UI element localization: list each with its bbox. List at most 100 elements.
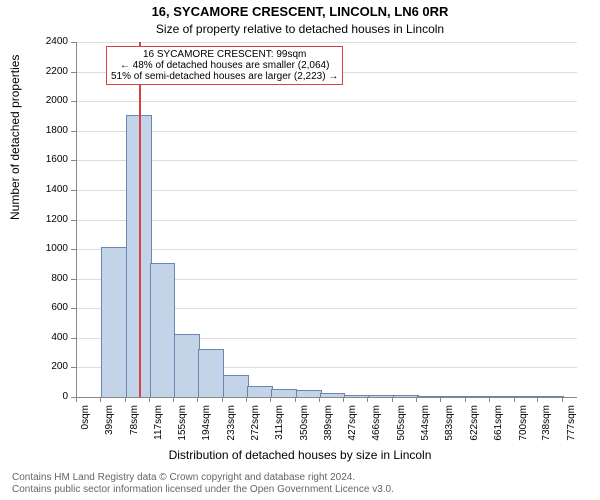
marker-line	[139, 42, 141, 397]
y-tick	[71, 42, 76, 43]
footer-line-2: Contains public sector information licen…	[12, 484, 394, 496]
x-tick	[295, 397, 296, 402]
x-tick-label: 583sqm	[444, 405, 455, 455]
footer-line-1: Contains HM Land Registry data © Crown c…	[12, 472, 394, 484]
x-tick	[246, 397, 247, 402]
y-tick	[71, 308, 76, 309]
y-tick	[71, 190, 76, 191]
x-tick-label: 350sqm	[299, 405, 310, 455]
annotation-line: ← 48% of detached houses are smaller (2,…	[111, 60, 338, 71]
histogram-bar	[344, 395, 370, 397]
gridline	[77, 190, 577, 191]
y-tick	[71, 101, 76, 102]
y-tick	[71, 131, 76, 132]
histogram-bar	[466, 396, 492, 397]
y-tick-label: 2200	[18, 66, 68, 77]
y-tick	[71, 160, 76, 161]
x-tick-label: 272sqm	[250, 405, 261, 455]
histogram-bar	[101, 247, 127, 397]
histogram-plot-area	[76, 42, 577, 398]
histogram-bar	[417, 396, 443, 397]
y-tick	[71, 338, 76, 339]
y-tick-label: 1800	[18, 125, 68, 136]
figure-container: 16, SYCAMORE CRESCENT, LINCOLN, LN6 0RR …	[0, 0, 600, 500]
x-tick	[76, 397, 77, 402]
annotation-line: 16 SYCAMORE CRESCENT: 99sqm	[111, 49, 338, 60]
y-tick-label: 600	[18, 302, 68, 313]
y-tick-label: 1600	[18, 154, 68, 165]
x-tick	[343, 397, 344, 402]
y-tick	[71, 279, 76, 280]
histogram-bar	[150, 263, 175, 397]
x-tick-label: 661sqm	[493, 405, 504, 455]
y-tick-label: 200	[18, 361, 68, 372]
x-tick	[489, 397, 490, 402]
gridline	[77, 131, 577, 132]
histogram-bar	[223, 375, 249, 397]
histogram-bar	[393, 395, 419, 397]
x-tick-label: 427sqm	[347, 405, 358, 455]
x-tick	[514, 397, 515, 402]
x-tick	[319, 397, 320, 402]
chart-title-main: 16, SYCAMORE CRESCENT, LINCOLN, LN6 0RR	[0, 4, 600, 19]
gridline	[77, 220, 577, 221]
x-tick	[197, 397, 198, 402]
histogram-bar	[174, 334, 200, 397]
histogram-bar	[515, 396, 540, 397]
gridline	[77, 160, 577, 161]
histogram-bar	[538, 396, 564, 397]
annotation-box: 16 SYCAMORE CRESCENT: 99sqm← 48% of deta…	[106, 46, 343, 85]
x-tick-label: 389sqm	[323, 405, 334, 455]
histogram-bar	[320, 393, 345, 397]
y-tick-label: 1200	[18, 214, 68, 225]
histogram-bar	[441, 396, 467, 397]
y-tick-label: 800	[18, 273, 68, 284]
x-tick	[537, 397, 538, 402]
x-tick-label: 738sqm	[541, 405, 552, 455]
gridline	[77, 249, 577, 250]
chart-title-sub: Size of property relative to detached ho…	[0, 22, 600, 36]
x-tick	[100, 397, 101, 402]
x-tick	[125, 397, 126, 402]
x-tick-label: 700sqm	[518, 405, 529, 455]
x-tick	[149, 397, 150, 402]
y-tick	[71, 249, 76, 250]
y-tick	[71, 72, 76, 73]
y-tick-label: 2000	[18, 95, 68, 106]
histogram-bar	[247, 386, 273, 397]
x-tick	[270, 397, 271, 402]
histogram-bar	[271, 389, 297, 397]
x-tick	[440, 397, 441, 402]
x-tick-label: 311sqm	[274, 405, 285, 455]
x-tick-label: 194sqm	[201, 405, 212, 455]
x-tick	[465, 397, 466, 402]
x-tick-label: 466sqm	[371, 405, 382, 455]
x-tick-label: 622sqm	[469, 405, 480, 455]
x-tick-label: 777sqm	[566, 405, 577, 455]
x-tick-label: 78sqm	[129, 405, 140, 455]
y-tick-label: 1000	[18, 243, 68, 254]
x-tick	[562, 397, 563, 402]
y-tick	[71, 220, 76, 221]
y-tick-label: 0	[18, 391, 68, 402]
y-axis-label: Number of detached properties	[8, 55, 22, 220]
y-tick-label: 400	[18, 332, 68, 343]
x-tick-label: 0sqm	[80, 405, 91, 455]
gridline	[77, 42, 577, 43]
histogram-bar	[368, 395, 394, 397]
x-tick-label: 233sqm	[226, 405, 237, 455]
y-tick-label: 2400	[18, 36, 68, 47]
x-tick-label: 505sqm	[396, 405, 407, 455]
x-tick	[392, 397, 393, 402]
x-tick	[222, 397, 223, 402]
x-tick	[416, 397, 417, 402]
annotation-line: 51% of semi-detached houses are larger (…	[111, 71, 338, 82]
x-tick-label: 544sqm	[420, 405, 431, 455]
y-tick-label: 1400	[18, 184, 68, 195]
x-tick-label: 155sqm	[177, 405, 188, 455]
histogram-bar	[490, 396, 516, 397]
histogram-bar	[296, 390, 322, 397]
x-tick	[367, 397, 368, 402]
y-tick	[71, 367, 76, 368]
footer-attribution: Contains HM Land Registry data © Crown c…	[12, 472, 394, 496]
